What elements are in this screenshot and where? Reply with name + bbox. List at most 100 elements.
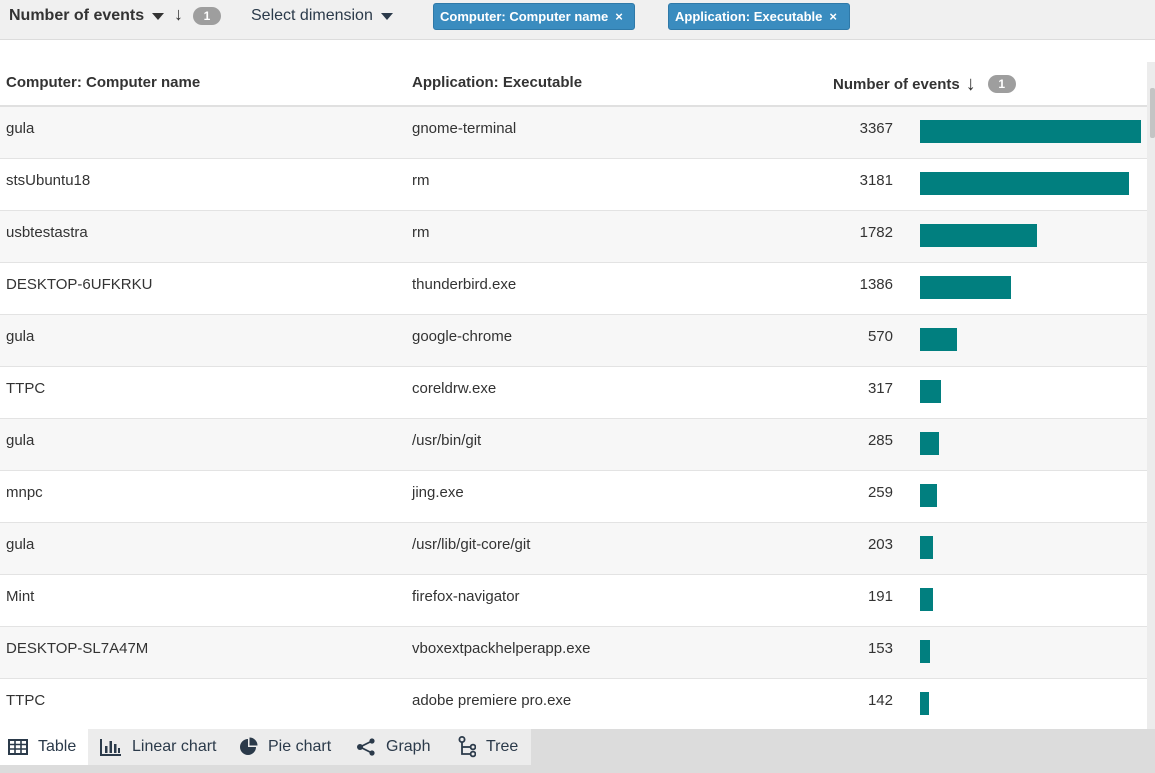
- tree-icon: [458, 736, 476, 758]
- column-header-events-label: Number of events: [833, 75, 960, 93]
- table-row[interactable]: mnpc jing.exe 259: [0, 471, 1147, 523]
- tab-linear-chart[interactable]: Linear chart: [92, 729, 224, 765]
- table-row[interactable]: gula google-chrome 570: [0, 315, 1147, 367]
- column-header-events[interactable]: Number of events ↓ 1: [833, 74, 1016, 94]
- cell-event-count: 3181: [859, 172, 893, 189]
- table-row[interactable]: DESKTOP-SL7A47M vboxextpackhelperapp.exe 1…: [0, 627, 1147, 679]
- graph-icon: [357, 738, 375, 756]
- pie-chart-icon: [240, 737, 258, 755]
- cell-event-count: 203: [867, 536, 893, 553]
- tab-label: Pie chart: [268, 738, 332, 755]
- cell-computer-name: gula: [6, 536, 35, 553]
- event-count-bar: [920, 536, 933, 559]
- cell-computer-name: stsUbuntu18: [6, 172, 91, 189]
- table-row[interactable]: DESKTOP-6UFKRKU thunderbird.exe 1386: [0, 263, 1147, 315]
- cell-computer-name: DESKTOP-6UFKRKU: [6, 276, 153, 293]
- tab-graph[interactable]: Graph: [348, 729, 444, 765]
- chevron-down-icon: [152, 12, 165, 20]
- event-count-bar: [920, 484, 937, 507]
- event-count-bar: [920, 328, 957, 351]
- cell-computer-name: mnpc: [6, 484, 43, 501]
- column-header-application[interactable]: Application: Executable: [412, 74, 583, 91]
- cell-computer-name: gula: [6, 120, 35, 137]
- cell-event-count: 285: [867, 432, 893, 449]
- cell-computer-name: gula: [6, 432, 35, 449]
- dimension-select-label: Select dimension: [251, 7, 373, 24]
- dimension-select[interactable]: Select dimension: [251, 6, 393, 26]
- table-row[interactable]: gula gnome-terminal 3367: [0, 107, 1147, 159]
- event-count-bar: [920, 692, 929, 715]
- cell-application: jing.exe: [412, 484, 464, 501]
- tab-label: Graph: [386, 738, 431, 755]
- chevron-down-icon: [380, 12, 393, 20]
- metric-select[interactable]: Number of events: [9, 6, 165, 26]
- table-header: Computer: Computer name Application: Exe…: [0, 62, 1147, 107]
- cell-application: coreldrw.exe: [412, 380, 497, 397]
- cell-event-count: 3367: [859, 120, 893, 137]
- tab-table[interactable]: Table: [0, 729, 88, 765]
- event-count-bar: [920, 588, 933, 611]
- tab-label: Table: [38, 738, 77, 755]
- column-header-computer[interactable]: Computer: Computer name: [6, 74, 201, 91]
- cell-application: firefox-navigator: [412, 588, 520, 605]
- dimension-chip-application[interactable]: Application: Executable ×: [668, 3, 850, 30]
- scrollbar-track[interactable]: [1147, 62, 1155, 729]
- cell-application: gnome-terminal: [412, 120, 517, 137]
- sort-order-badge: 1: [987, 75, 1016, 93]
- results-table: Computer: Computer name Application: Exe…: [0, 62, 1147, 729]
- close-icon[interactable]: ×: [829, 9, 837, 24]
- tab-label: Tree: [486, 738, 519, 755]
- cell-application: rm: [412, 224, 430, 241]
- cell-computer-name: gula: [6, 328, 35, 345]
- cell-application: rm: [412, 172, 430, 189]
- chip-label: Computer: Computer name: [440, 9, 609, 24]
- cell-event-count: 317: [867, 380, 893, 397]
- event-count-bar: [920, 224, 1037, 247]
- sort-order-badge: 1: [193, 7, 221, 25]
- cell-event-count: 1782: [859, 224, 893, 241]
- table-body: gula gnome-terminal 3367 stsUbuntu18 rm 3181 u…: [0, 107, 1147, 729]
- cell-event-count: 570: [867, 328, 893, 345]
- event-count-bar: [920, 640, 930, 663]
- event-count-bar: [920, 276, 1011, 299]
- event-count-bar: [920, 172, 1129, 195]
- tab-label: Linear chart: [132, 738, 217, 755]
- cell-event-count: 1386: [859, 276, 893, 293]
- table-row[interactable]: gula/usr/bin/git 285: [0, 419, 1147, 471]
- cell-computer-name: DESKTOP-SL7A47M: [6, 640, 149, 657]
- sort-desc-icon[interactable]: ↓: [174, 4, 183, 24]
- cell-event-count: 153: [867, 640, 893, 657]
- dimension-chip-computer[interactable]: Computer: Computer name ×: [433, 3, 635, 30]
- cell-application: adobe premiere pro.exe: [412, 692, 572, 709]
- event-count-bar: [920, 380, 941, 403]
- cell-computer-name: Mint: [6, 588, 35, 605]
- event-count-bar: [920, 120, 1141, 143]
- view-tab-bar: Table Linear chart Pie chart Graph: [0, 729, 1155, 773]
- event-count-bar: [920, 432, 939, 455]
- cell-event-count: 191: [867, 588, 893, 605]
- table-row[interactable]: TTPC coreldrw.exe 317: [0, 367, 1147, 419]
- tab-tree[interactable]: Tree: [450, 729, 530, 765]
- table-row[interactable]: Mint firefox-navigator 191: [0, 575, 1147, 627]
- cell-application: vboxextpackhelperapp.exe: [412, 640, 591, 657]
- tab-strip: [0, 729, 531, 765]
- cell-event-count: 259: [867, 484, 893, 501]
- sort-desc-icon[interactable]: ↓: [965, 73, 976, 95]
- scrollbar-thumb[interactable]: [1150, 88, 1155, 138]
- cell-computer-name: usbtestastra: [6, 224, 88, 241]
- close-icon[interactable]: ×: [615, 9, 623, 24]
- table-row[interactable]: gula/usr/lib/git-core/git 203: [0, 523, 1147, 575]
- cell-application: thunderbird.exe: [412, 276, 517, 293]
- metric-label: Number of events: [9, 7, 145, 24]
- table-row[interactable]: stsUbuntu18 rm 3181: [0, 159, 1147, 211]
- toolbar: Number of events ↓ 1 Select dimension Co…: [0, 0, 1155, 40]
- cell-computer-name: TTPC: [6, 692, 46, 709]
- cell-event-count: 142: [867, 692, 893, 709]
- table-icon: [8, 739, 28, 755]
- table-row[interactable]: usbtestastra rm 1782: [0, 211, 1147, 263]
- tab-pie-chart[interactable]: Pie chart: [230, 729, 342, 765]
- cell-application: /usr/bin/git: [412, 432, 482, 449]
- cell-application: /usr/lib/git-core/git: [412, 536, 531, 553]
- table-row[interactable]: TTPC adobe premiere pro.exe 142: [0, 679, 1147, 729]
- bar-chart-icon: [100, 739, 121, 756]
